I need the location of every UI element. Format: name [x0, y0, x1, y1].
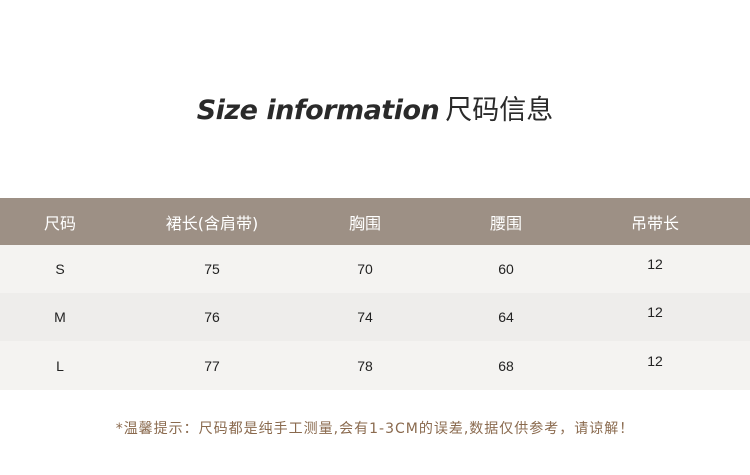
cell-size: M: [54, 309, 66, 325]
cell-length: 76: [204, 309, 220, 325]
table-header: 尺码 裙长(含肩带) 胸围 腰围 吊带长: [0, 198, 750, 245]
cell-bust: 70: [357, 261, 373, 277]
cell-waist: 60: [498, 261, 514, 277]
page-title: Size information 尺码信息: [0, 88, 750, 127]
cell-bust: 74: [357, 309, 373, 325]
header-length: 裙长(含肩带): [165, 213, 259, 233]
title-chinese: 尺码信息: [445, 95, 554, 126]
table-row: S 75 70 60 12: [0, 245, 750, 293]
table-row: M 76 74 64 12: [0, 293, 750, 341]
header-bust: 胸围: [348, 213, 381, 233]
table-row: L 77 78 68 12: [0, 341, 750, 390]
cell-size: L: [56, 357, 64, 374]
cell-length: 75: [204, 261, 220, 277]
cell-bust: 78: [357, 357, 373, 374]
header-size: 尺码: [43, 213, 76, 233]
cell-length: 77: [204, 357, 220, 374]
size-table: 尺码 裙长(含肩带) 胸围 腰围 吊带长 S 75 70 60 12 M 76 …: [0, 198, 750, 390]
cell-strap: 12: [647, 352, 663, 369]
header-waist: 腰围: [489, 213, 522, 233]
cell-waist: 64: [498, 309, 514, 325]
cell-size: S: [55, 261, 65, 277]
title-english: Size information: [196, 95, 440, 126]
header-strap: 吊带长: [630, 213, 679, 233]
measurement-note: *温馨提示：尺码都是纯手工测量,会有1-3CM的误差,数据仅供参考，请谅解！: [115, 421, 635, 437]
cell-waist: 68: [498, 357, 514, 374]
cell-strap: 12: [647, 256, 663, 272]
cell-strap: 12: [647, 304, 663, 320]
